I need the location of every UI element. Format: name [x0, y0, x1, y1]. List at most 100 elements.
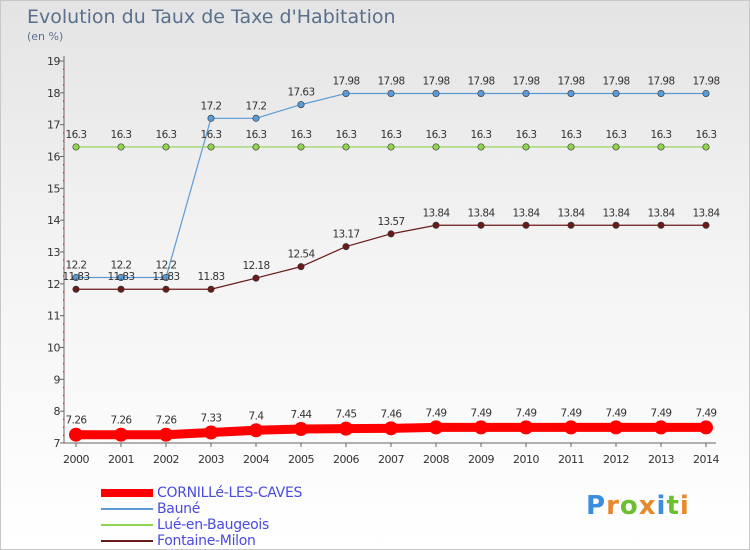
data-label: 16.3	[156, 129, 177, 141]
data-point	[297, 101, 305, 109]
data-point	[72, 285, 80, 293]
x-tick-label: 2005	[288, 453, 314, 466]
data-label: 17.98	[602, 75, 629, 87]
x-tick-label: 2000	[63, 453, 89, 466]
data-label: 17.98	[512, 75, 539, 87]
data-label: 16.3	[471, 129, 492, 141]
data-point	[252, 114, 260, 122]
y-minor-tick	[63, 259, 65, 261]
data-point	[477, 221, 485, 229]
data-label: 17.2	[246, 100, 267, 112]
y-minor-tick	[63, 370, 65, 373]
data-point	[117, 143, 125, 151]
legend-label: Lué-en-Baugeois	[157, 517, 269, 533]
data-point	[522, 221, 530, 229]
chart-title: Evolution du Taux de Taxe d'Habitation	[27, 6, 396, 28]
data-label: 13.84	[602, 207, 630, 219]
data-label: 16.3	[606, 129, 627, 141]
data-label: 12.18	[242, 260, 269, 272]
legend-item: Bauné	[101, 501, 302, 517]
data-label: 7.26	[66, 415, 88, 427]
y-minor-tick	[63, 76, 65, 78]
data-point	[117, 273, 125, 281]
data-point	[657, 89, 665, 97]
data-point	[567, 89, 575, 97]
data-point	[432, 89, 440, 97]
legend: CORNILLé-LES-CAVES Bauné Lué-en-Baugeois Fo…	[101, 485, 302, 549]
y-tick-label: 12	[47, 278, 60, 291]
y-minor-tick	[63, 299, 65, 301]
x-tick-label: 2002	[153, 453, 179, 466]
series-baun-	[72, 89, 710, 281]
data-point	[387, 89, 395, 97]
data-label: 7.49	[426, 407, 447, 419]
y-minor-tick	[63, 171, 65, 174]
data-label: 13.84	[647, 207, 675, 219]
data-point	[294, 421, 308, 436]
y-minor-tick	[63, 354, 65, 357]
x-tick-label: 2007	[378, 453, 404, 466]
data-label: 13.84	[512, 207, 540, 219]
y-minor-tick	[63, 108, 65, 110]
y-tick-label: 19	[47, 55, 60, 68]
x-tick-label: 2011	[558, 453, 584, 466]
y-minor-tick	[63, 163, 65, 166]
data-label: 17.98	[377, 75, 404, 87]
data-point	[72, 273, 80, 281]
proxiti-logo: Proxiti	[586, 491, 690, 521]
legend-item: Lué-en-Baugeois	[101, 517, 302, 533]
data-label: 13.84	[422, 207, 450, 219]
series-cornill-les-caves	[69, 420, 713, 442]
data-label: 13.84	[467, 207, 495, 219]
data-label: 7.49	[516, 407, 537, 419]
data-point	[699, 420, 713, 435]
y-tick-label: 15	[47, 182, 60, 195]
y-minor-tick	[63, 140, 65, 142]
data-point	[159, 427, 173, 442]
data-label: 7.33	[201, 412, 222, 424]
data-point	[117, 285, 125, 293]
data-label: 16.3	[111, 129, 132, 141]
line-chart: 7 8 9 10 11 12 13 14 15 16 17 18 19 2000 2001 2002 2003 2…	[47, 55, 721, 466]
y-minor-tick	[63, 402, 65, 405]
data-label: 12.2	[156, 259, 177, 271]
y-minor-tick	[63, 434, 65, 437]
series-line	[75, 92, 707, 279]
data-label: 17.98	[557, 75, 584, 87]
data-point	[657, 143, 665, 151]
x-tick-label: 2013	[648, 453, 674, 466]
data-label: 17.63	[287, 87, 314, 99]
data-label: 7.4	[249, 410, 265, 422]
data-point	[162, 285, 170, 293]
data-point	[342, 89, 350, 97]
data-label: 16.3	[426, 129, 447, 141]
data-label: 13.84	[557, 207, 585, 219]
data-label: 12.2	[66, 259, 87, 271]
data-labels-layer: 12.2 12.2 12.2 17.2 17.2 17.63 17.98 17.98 17.98…	[62, 75, 721, 427]
data-label: 17.98	[422, 75, 449, 87]
data-label: 17.98	[647, 75, 674, 87]
y-minor-tick	[63, 235, 65, 238]
y-minor-tick	[63, 386, 65, 389]
data-label: 7.49	[696, 407, 717, 419]
series-layer	[69, 89, 713, 442]
y-minor-tick	[63, 68, 65, 70]
data-label: 17.2	[201, 100, 222, 112]
data-point	[612, 143, 620, 151]
data-point	[477, 89, 485, 97]
y-tick-label: 13	[47, 246, 60, 259]
data-label: 7.26	[111, 415, 133, 427]
legend-swatch	[101, 540, 153, 542]
y-tick-label: 8	[54, 405, 61, 418]
data-label: 7.49	[651, 407, 672, 419]
data-label: 11.83	[197, 271, 224, 283]
y-tick-label: 17	[47, 119, 60, 132]
data-label: 7.45	[336, 409, 357, 421]
data-point	[114, 427, 128, 442]
data-label: 16.3	[696, 129, 717, 141]
data-point	[162, 143, 170, 151]
data-point	[72, 143, 80, 151]
data-point	[162, 273, 170, 281]
data-label: 7.49	[471, 407, 492, 419]
